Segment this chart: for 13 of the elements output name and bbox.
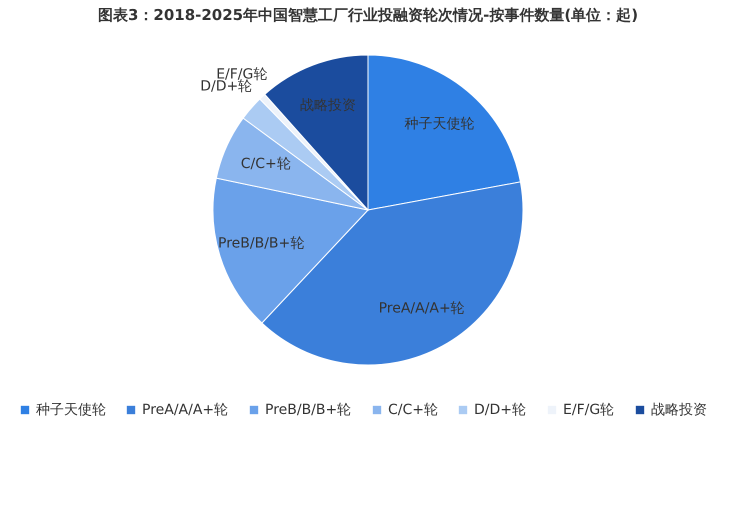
slice-label: PreA/A/A+轮 (378, 300, 465, 316)
legend-label: 种子天使轮 (36, 402, 106, 418)
slice-label: 战略投资 (300, 97, 356, 114)
slice-label: C/C+轮 (240, 156, 291, 172)
slice-label: 种子天使轮 (404, 116, 475, 132)
legend-label: 战略投资 (651, 402, 707, 418)
chart-title: 图表3：2018-2025年中国智慧工厂行业投融资轮次情况-按事件数量(单位：起) (98, 6, 638, 24)
legend-label: PreB/B/B+轮 (265, 402, 352, 418)
legend-label: D/D+轮 (474, 402, 526, 418)
legend-label: C/C+轮 (388, 402, 438, 418)
slice-label: PreB/B/B+轮 (218, 236, 304, 252)
legend-label: PreA/A/A+轮 (142, 402, 228, 418)
legend-label: E/F/G轮 (563, 402, 614, 418)
